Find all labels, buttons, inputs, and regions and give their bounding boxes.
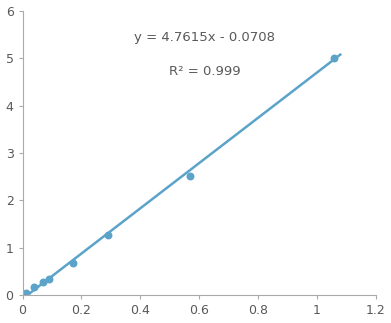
Point (31, 284, 38, 289)
Point (40, 279, 46, 285)
Point (331, 55, 337, 60)
Point (105, 233, 111, 238)
Point (46, 276, 52, 281)
Text: y = 4.7615x - 0.0708: y = 4.7615x - 0.0708 (135, 31, 275, 44)
Point (187, 174, 194, 179)
Point (70, 261, 76, 266)
Text: R² = 0.999: R² = 0.999 (169, 65, 241, 78)
Point (22, 290, 29, 296)
